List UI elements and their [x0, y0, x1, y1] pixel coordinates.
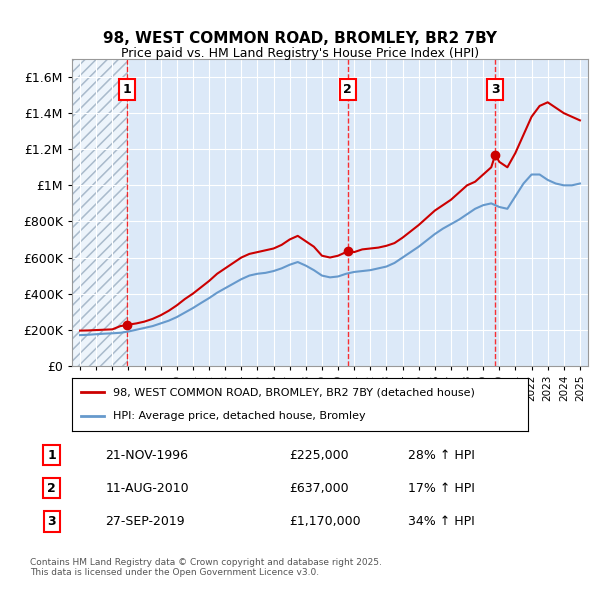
Text: £637,000: £637,000	[289, 481, 349, 494]
Text: 98, WEST COMMON ROAD, BROMLEY, BR2 7BY: 98, WEST COMMON ROAD, BROMLEY, BR2 7BY	[103, 31, 497, 46]
Text: 1: 1	[122, 83, 131, 96]
Text: £225,000: £225,000	[289, 448, 349, 461]
Text: £1,170,000: £1,170,000	[289, 514, 361, 528]
Text: 34% ↑ HPI: 34% ↑ HPI	[408, 514, 475, 528]
Text: 11-AUG-2010: 11-AUG-2010	[106, 481, 189, 494]
Text: Contains HM Land Registry data © Crown copyright and database right 2025.
This d: Contains HM Land Registry data © Crown c…	[30, 558, 382, 577]
Bar	[72, 59, 127, 366]
Bar	[72, 59, 127, 366]
Text: 2: 2	[47, 481, 56, 494]
Text: Price paid vs. HM Land Registry's House Price Index (HPI): Price paid vs. HM Land Registry's House …	[121, 47, 479, 60]
Text: 1: 1	[47, 448, 56, 461]
Text: 27-SEP-2019: 27-SEP-2019	[106, 514, 185, 528]
Text: 28% ↑ HPI: 28% ↑ HPI	[408, 448, 475, 461]
Text: HPI: Average price, detached house, Bromley: HPI: Average price, detached house, Brom…	[113, 411, 365, 421]
Text: 3: 3	[491, 83, 500, 96]
Text: 98, WEST COMMON ROAD, BROMLEY, BR2 7BY (detached house): 98, WEST COMMON ROAD, BROMLEY, BR2 7BY (…	[113, 388, 475, 398]
Text: 3: 3	[47, 514, 56, 528]
Text: 17% ↑ HPI: 17% ↑ HPI	[408, 481, 475, 494]
Text: 2: 2	[343, 83, 352, 96]
Text: 21-NOV-1996: 21-NOV-1996	[106, 448, 188, 461]
